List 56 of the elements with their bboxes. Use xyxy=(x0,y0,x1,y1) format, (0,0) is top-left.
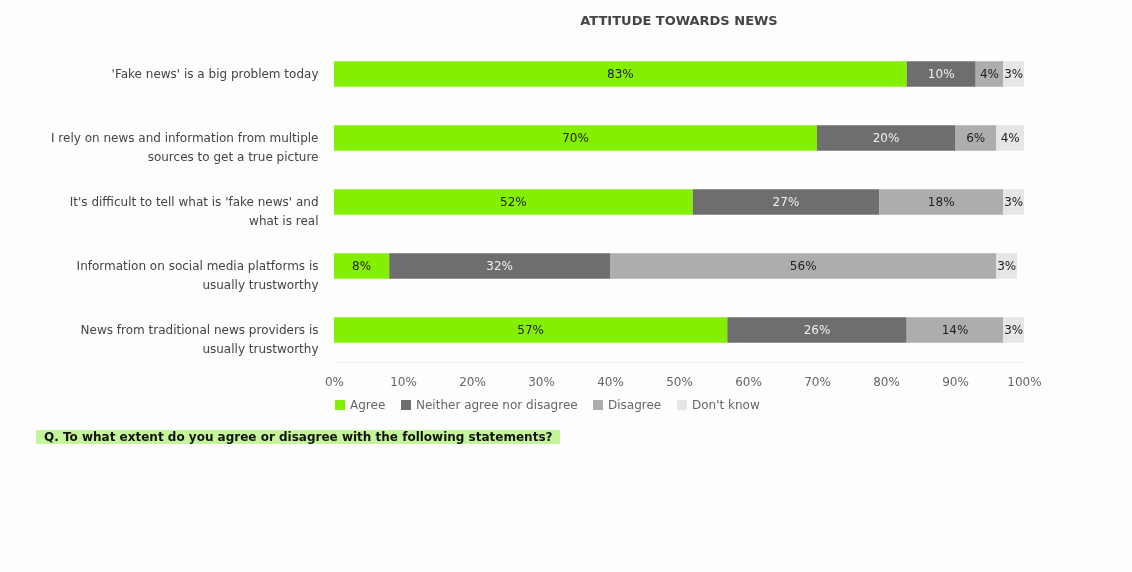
data-label: 70% xyxy=(562,131,589,145)
bar xyxy=(389,253,610,279)
bar xyxy=(334,317,728,343)
x-tick-label: 40% xyxy=(597,374,624,389)
data-label: 18% xyxy=(927,195,955,209)
legend-label: Disagree xyxy=(608,398,662,412)
bar xyxy=(955,125,997,151)
text: Q. To what extent do you agree or disagree with the following statements? xyxy=(36,430,561,444)
x-tick-label: 0% xyxy=(324,374,345,389)
x-tick-label: 90% xyxy=(942,374,969,389)
data-label: 56% xyxy=(789,259,817,273)
y-tick-label: Information on social media platforms is usually trustworthy xyxy=(76,259,319,292)
y-tick-label: News from traditional news providers is usually trustworthy xyxy=(80,323,319,356)
bar xyxy=(817,125,955,151)
data-label: 20% xyxy=(872,131,900,145)
x-tick-label: 60% xyxy=(735,374,762,389)
y-tick-label: 'Fake news' is a big problem today xyxy=(111,67,319,81)
data-label: 3% xyxy=(1004,67,1024,81)
x-tick-label: 100% xyxy=(1007,374,1042,389)
data-label: 3% xyxy=(1004,195,1024,209)
data-label: 10% xyxy=(927,67,955,81)
bar xyxy=(906,317,1004,343)
data-label: 26% xyxy=(803,323,831,337)
bar xyxy=(334,189,693,215)
x-tick-label: 50% xyxy=(666,374,693,389)
data-label: 57% xyxy=(517,323,544,337)
x-tick-label: 70% xyxy=(804,374,831,389)
y-tick-label: I rely on news and information from multiple sources to get a true picture xyxy=(51,131,319,164)
x-tick-label: 20% xyxy=(459,374,486,389)
data-label: 27% xyxy=(772,195,800,209)
data-label: 83% xyxy=(607,67,634,81)
bar xyxy=(692,189,880,215)
data-label: 32% xyxy=(486,259,513,273)
legend-label: Don't know xyxy=(692,398,760,412)
data-label: 8% xyxy=(352,259,372,273)
bar xyxy=(610,253,997,279)
bar xyxy=(727,317,907,343)
bar xyxy=(334,125,817,151)
data-label: 6% xyxy=(966,131,986,145)
data-label: 4% xyxy=(1000,131,1020,145)
legend-label: Agree xyxy=(350,398,386,412)
data-label: 4% xyxy=(979,67,1000,81)
bar xyxy=(879,189,1004,215)
data-label: 52% xyxy=(500,195,527,209)
y-tick-label: It's difficult to tell what is 'fake news' and what is real xyxy=(69,195,319,228)
legend-label: Neither agree nor disagree xyxy=(416,398,578,412)
data-label: 3% xyxy=(1004,323,1024,337)
x-tick-label: 80% xyxy=(873,374,900,389)
data-label: 3% xyxy=(997,259,1017,273)
bar xyxy=(334,61,907,87)
data-label: 14% xyxy=(941,323,969,337)
x-tick-label: 10% xyxy=(390,374,417,389)
bar xyxy=(334,253,390,279)
x-tick-label: 30% xyxy=(528,374,555,389)
chart-title: ATTITUDE TOWARDS NEWS xyxy=(580,13,778,28)
bar xyxy=(906,61,976,87)
